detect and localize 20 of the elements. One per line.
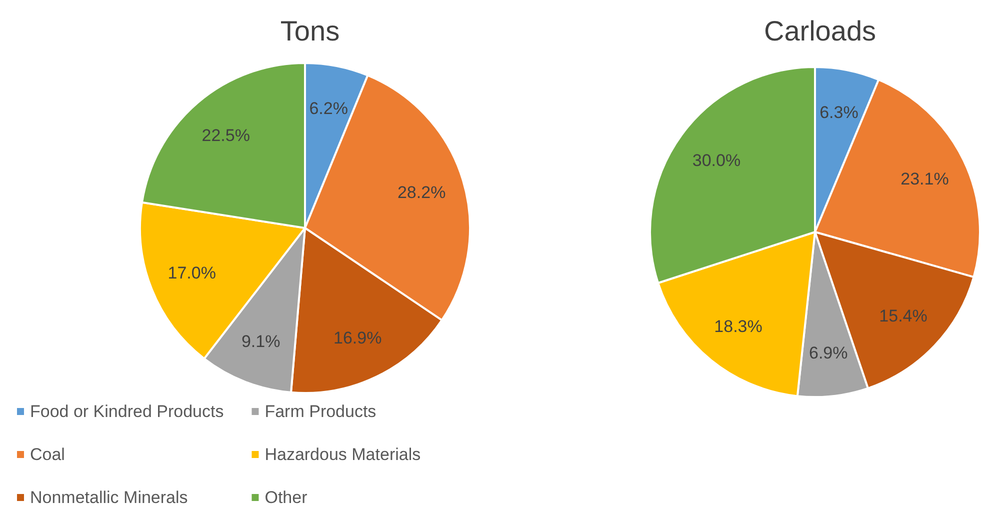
legend-label: Farm Products bbox=[264, 402, 376, 421]
data-label: 6.2% bbox=[309, 99, 348, 118]
data-label: 6.3% bbox=[820, 103, 858, 122]
data-label: 15.4% bbox=[879, 306, 928, 326]
legend-label: Nonmetallic Minerals bbox=[30, 488, 188, 507]
data-label: 28.2% bbox=[397, 183, 446, 202]
legend-label: Other bbox=[264, 488, 308, 507]
data-label: 6.9% bbox=[808, 344, 848, 363]
legend-label: Coal bbox=[30, 445, 65, 464]
data-label: 17.0% bbox=[168, 264, 216, 283]
legend-label: Hazardous Materials bbox=[264, 445, 421, 464]
data-label: 9.1% bbox=[241, 332, 280, 352]
data-label: 18.3% bbox=[714, 317, 762, 336]
chart-title: Carloads bbox=[764, 16, 876, 46]
legend-label: Food or Kindred Products bbox=[30, 402, 224, 421]
chart-title: Tons bbox=[280, 16, 340, 46]
data-label: 16.9% bbox=[334, 328, 382, 348]
data-label: 22.5% bbox=[202, 126, 250, 145]
data-label: 30.0% bbox=[692, 150, 741, 170]
data-label: 23.1% bbox=[900, 170, 949, 189]
